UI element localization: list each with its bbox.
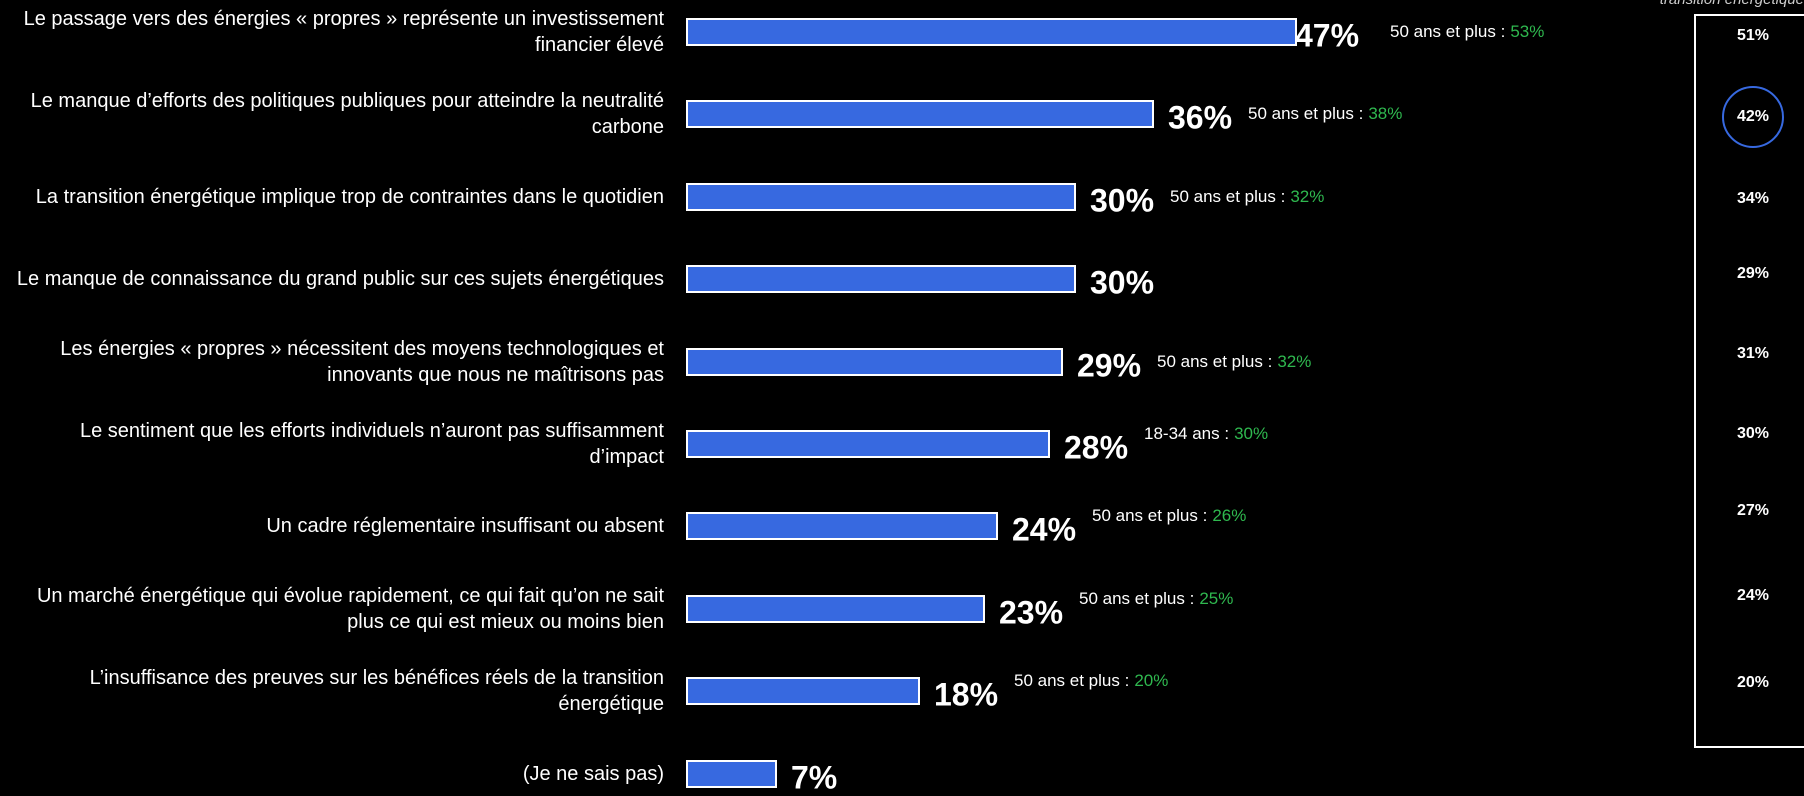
bar [686, 347, 1063, 376]
bar [686, 594, 985, 623]
side-value: 30% [1736, 425, 1770, 442]
note: 18-34 ans :30% [1144, 424, 1268, 444]
note: 50 ans et plus :32% [1170, 187, 1324, 207]
category-label: L’insuffisance des preuves sur les bénéf… [89, 667, 664, 716]
bar [686, 759, 777, 788]
note-label: 50 ans et plus : [1170, 186, 1286, 206]
note-label: 50 ans et plus : [1157, 351, 1273, 371]
note-label: 50 ans et plus : [1248, 104, 1364, 124]
side-value: 31% [1736, 345, 1770, 362]
note-value: 53% [1510, 22, 1545, 41]
note-value: 26% [1212, 506, 1247, 526]
bar [686, 18, 1297, 46]
value-label: 30% [1090, 264, 1155, 301]
side-value: 24% [1736, 587, 1770, 604]
side-value: 29% [1736, 265, 1770, 282]
note-label: 50 ans et plus : [1390, 22, 1506, 41]
category-label: Le sentiment que les efforts individuels… [79, 420, 664, 468]
category-label: Le manque d’efforts des politiques publi… [30, 90, 664, 139]
note-label: 50 ans et plus : [1014, 671, 1130, 691]
side-value: 20% [1736, 674, 1770, 691]
highlight-circle [1722, 86, 1784, 148]
note: 50 ans et plus :20% [1014, 671, 1168, 691]
category-label: (Je ne sais pas) [522, 762, 664, 785]
value-label: 23% [999, 594, 1064, 631]
category-label: Le manque de connaissance du grand publi… [16, 268, 664, 291]
note: 50 ans et plus :25% [1079, 589, 1233, 609]
bar [686, 265, 1076, 294]
note-value: 20% [1134, 671, 1169, 691]
note-label: 50 ans et plus : [1079, 588, 1195, 608]
note-label: 18-34 ans : [1144, 424, 1230, 443]
category-label: Un cadre réglementaire insuffisant ou ab… [266, 515, 664, 538]
bar [686, 512, 998, 541]
side-value: 34% [1736, 190, 1770, 207]
value-label: 28% [1064, 429, 1129, 466]
category-label: Un marché énergétique qui évolue rapidem… [36, 584, 664, 633]
bar [686, 182, 1076, 211]
value-label: 7% [791, 759, 838, 796]
bar [686, 100, 1154, 129]
note-value: 38% [1368, 104, 1403, 124]
note: 50 ans et plus :26% [1092, 506, 1246, 526]
value-label: 29% [1077, 347, 1142, 384]
bar [686, 677, 920, 706]
side-value: 51% [1736, 27, 1770, 44]
value-label: 36% [1168, 99, 1233, 136]
note-value: 25% [1199, 588, 1234, 608]
side-header: transition énergétique [1660, 0, 1804, 8]
category-label: Les énergies « propres » nécessitent des… [60, 337, 664, 386]
note: 50 ans et plus :32% [1157, 352, 1311, 372]
value-label: 47% [1295, 17, 1360, 54]
category-label: Le passage vers des énergies « propres »… [23, 8, 664, 56]
note-value: 32% [1277, 351, 1312, 371]
note-value: 30% [1234, 424, 1269, 443]
value-label: 24% [1012, 511, 1077, 548]
side-value: 42% [1736, 108, 1770, 125]
note-value: 32% [1290, 186, 1325, 206]
side-box [1694, 14, 1804, 748]
note-label: 50 ans et plus : [1092, 506, 1208, 526]
bar [686, 430, 1050, 458]
category-label: La transition énergétique implique trop … [35, 185, 664, 208]
side-value: 27% [1736, 502, 1770, 519]
value-label: 18% [934, 676, 999, 713]
note: 50 ans et plus :53% [1390, 22, 1544, 42]
note: 50 ans et plus :38% [1248, 104, 1402, 124]
value-label: 30% [1090, 182, 1155, 219]
